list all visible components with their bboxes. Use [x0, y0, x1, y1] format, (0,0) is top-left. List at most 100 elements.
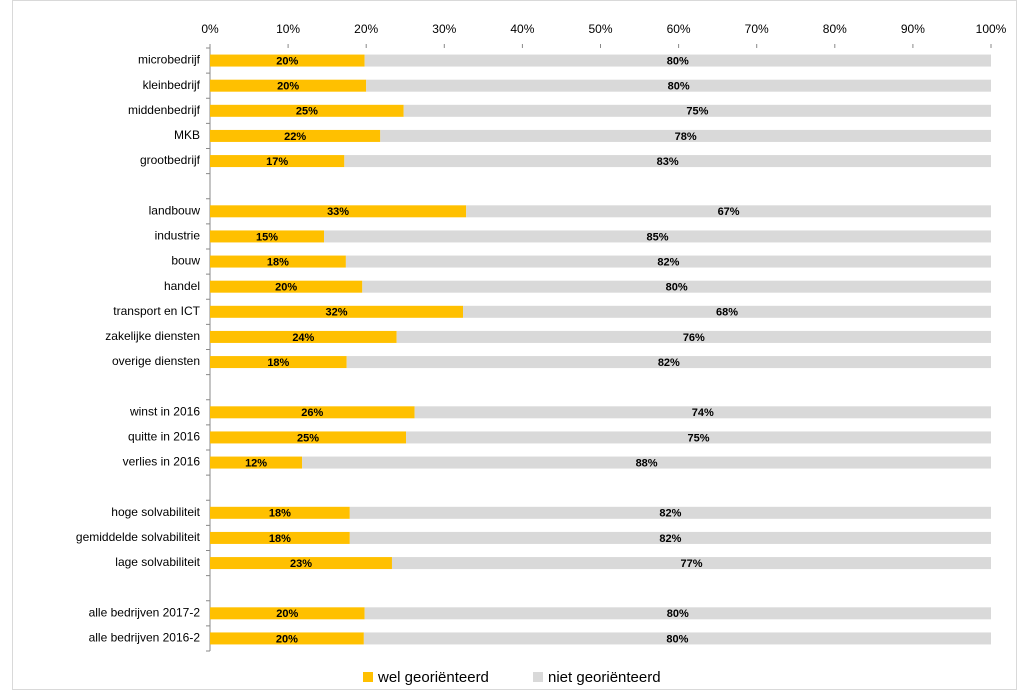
bar-segment: [345, 255, 991, 268]
value-label: 18%: [267, 256, 289, 268]
category-label: microbedrijf: [138, 53, 201, 67]
value-label: 88%: [636, 457, 658, 469]
value-label: 26%: [301, 407, 323, 419]
value-label: 15%: [256, 231, 278, 243]
value-label: 75%: [686, 106, 708, 118]
category-label: grootbedrijf: [140, 153, 201, 167]
category-label: quitte in 2016: [128, 430, 200, 444]
bar-segment: [364, 54, 991, 67]
value-label: 18%: [269, 508, 291, 520]
value-label: 78%: [675, 131, 697, 143]
value-label: 24%: [292, 332, 314, 344]
value-label: 18%: [267, 357, 289, 369]
x-tick-label: 100%: [976, 22, 1007, 36]
bar-segment: [396, 330, 991, 343]
legend-label: wel georiënteerd: [377, 669, 489, 686]
value-label: 23%: [290, 558, 312, 570]
category-label: MKB: [174, 128, 200, 142]
category-label: landbouw: [149, 203, 201, 217]
category-label: middenbedrijf: [128, 103, 201, 117]
category-label: overige diensten: [112, 354, 200, 368]
bar-segment: [210, 632, 364, 645]
legend-swatch: [533, 672, 543, 682]
bar-segment: [380, 129, 991, 142]
bar-segment: [414, 406, 991, 419]
bar-segment: [210, 205, 467, 218]
category-label: lage solvabiliteit: [115, 555, 200, 569]
x-tick-label: 30%: [432, 22, 456, 36]
bar-segment: [210, 356, 347, 369]
chart-frame: [12, 0, 1017, 690]
category-label: bouw: [171, 254, 200, 268]
bar-segment: [210, 531, 350, 544]
bar-segment: [210, 54, 365, 67]
value-label: 20%: [275, 282, 297, 294]
bar-segment: [364, 607, 991, 620]
value-label: 85%: [646, 231, 668, 243]
x-tick-label: 20%: [354, 22, 378, 36]
bar-segment: [210, 456, 303, 469]
value-label: 80%: [667, 608, 689, 620]
bar-segment: [324, 230, 991, 243]
value-label: 80%: [666, 633, 688, 645]
value-label: 22%: [284, 131, 306, 143]
value-label: 74%: [692, 407, 714, 419]
value-label: 25%: [296, 106, 318, 118]
category-label: alle bedrijven 2016-2: [89, 631, 201, 645]
category-label: alle bedrijven 2017-2: [89, 605, 201, 619]
value-label: 67%: [718, 206, 740, 218]
x-tick-label: 70%: [745, 22, 769, 36]
bar-segment: [463, 305, 991, 318]
value-label: 82%: [657, 256, 679, 268]
x-tick-label: 40%: [510, 22, 534, 36]
category-label: verlies in 2016: [123, 455, 201, 469]
bar-segment: [210, 557, 392, 570]
bar-segment: [210, 607, 365, 620]
value-label: 17%: [266, 156, 288, 168]
value-label: 18%: [269, 533, 291, 545]
x-tick-label: 50%: [588, 22, 612, 36]
bar-segment: [210, 104, 404, 117]
category-label: handel: [164, 279, 200, 293]
value-label: 82%: [658, 357, 680, 369]
legend-label: niet georiënteerd: [548, 669, 661, 686]
bar-segment: [406, 431, 991, 444]
bar-segment: [362, 280, 991, 293]
x-tick-label: 80%: [823, 22, 847, 36]
value-label: 68%: [716, 307, 738, 319]
value-label: 75%: [687, 432, 709, 444]
bar-segment: [346, 356, 991, 369]
value-label: 32%: [326, 307, 348, 319]
value-label: 20%: [276, 608, 298, 620]
bar-segment: [466, 205, 992, 218]
bar-segment: [210, 506, 350, 519]
value-label: 20%: [276, 55, 298, 67]
bar-segment: [349, 506, 991, 519]
bar-segment: [344, 155, 991, 168]
category-label: kleinbedrijf: [143, 78, 201, 92]
category-label: industrie: [155, 229, 201, 243]
bar-segment: [366, 79, 991, 92]
bar-segment: [363, 632, 991, 645]
bar-segment: [210, 255, 346, 268]
value-label: 33%: [327, 206, 349, 218]
value-label: 82%: [659, 533, 681, 545]
category-label: winst in 2016: [129, 404, 200, 418]
bar-segment: [210, 79, 367, 92]
bar-segment: [210, 406, 415, 419]
bar-segment: [210, 230, 325, 243]
x-tick-label: 90%: [901, 22, 925, 36]
bar-segment: [302, 456, 992, 469]
bar-segment: [210, 305, 464, 318]
value-label: 80%: [666, 282, 688, 294]
value-label: 12%: [245, 457, 267, 469]
category-label: transport en ICT: [113, 304, 200, 318]
x-tick-label: 60%: [667, 22, 691, 36]
value-label: 20%: [277, 81, 299, 93]
value-label: 80%: [667, 55, 689, 67]
value-label: 80%: [668, 81, 690, 93]
value-label: 20%: [276, 633, 298, 645]
value-label: 82%: [659, 508, 681, 520]
category-label: gemiddelde solvabiliteit: [76, 530, 201, 544]
